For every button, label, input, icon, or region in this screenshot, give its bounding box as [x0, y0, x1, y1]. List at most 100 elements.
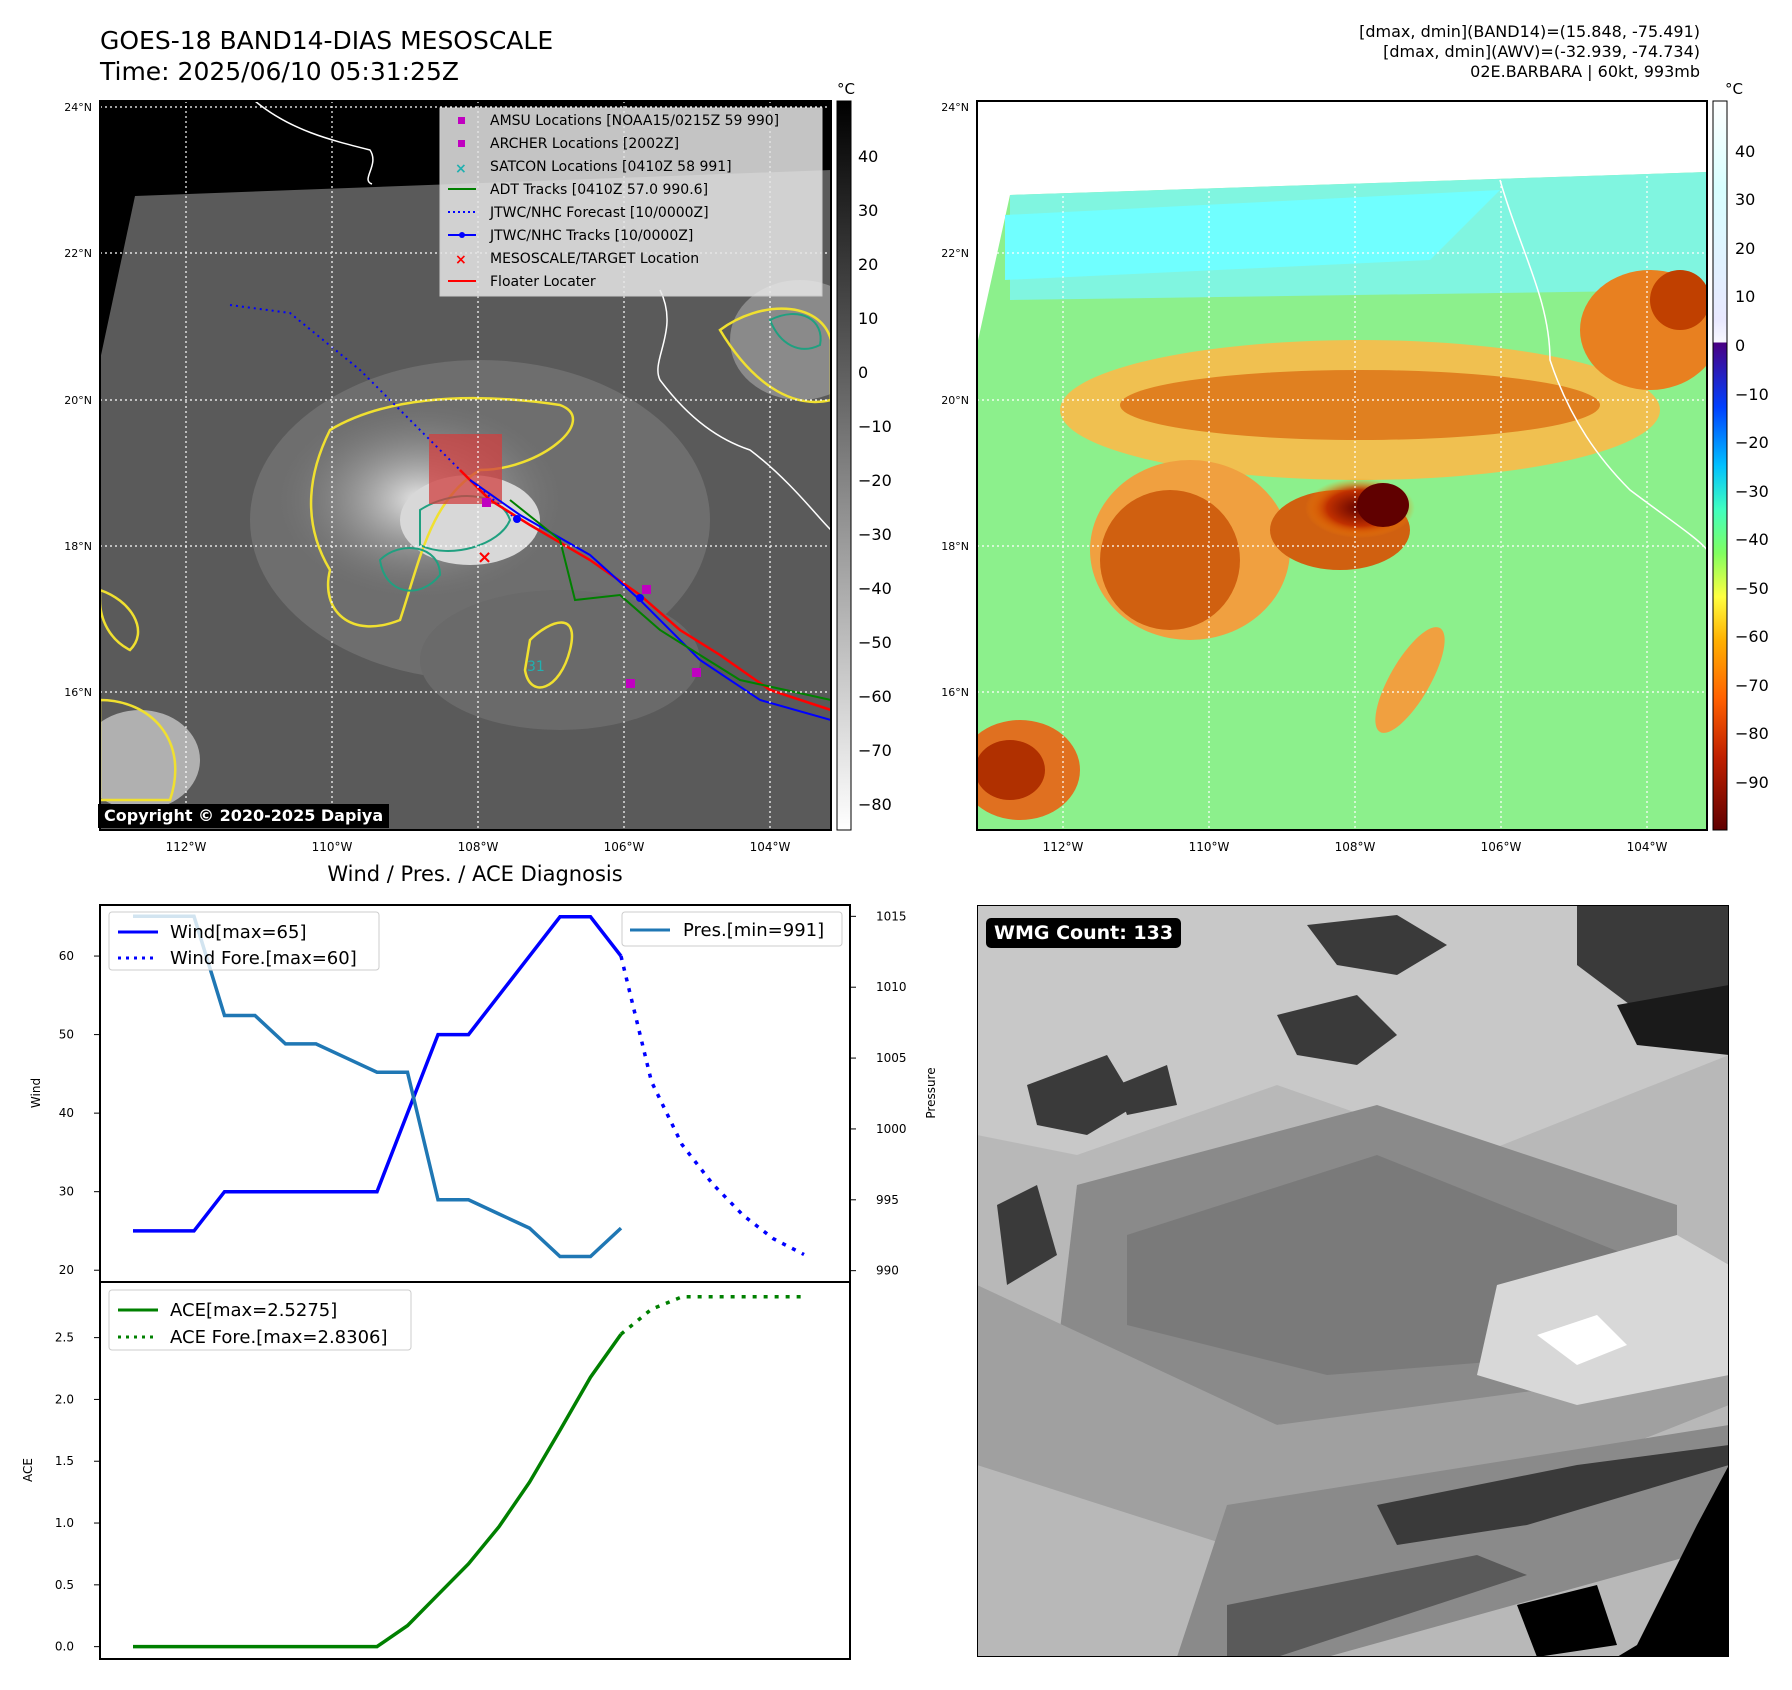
- awv-gridlines: [977, 101, 1707, 830]
- series-wind-fore: [619, 955, 805, 1257]
- svg-text:×: ×: [455, 252, 467, 268]
- svg-text:0: 0: [1735, 336, 1745, 355]
- svg-text:−30: −30: [1735, 482, 1769, 501]
- svg-text:20: 20: [858, 255, 878, 274]
- legend-adt: ADT Tracks [0410Z 57.0 990.6]: [490, 182, 708, 198]
- ir-lon-labels: 112°W 110°W 108°W 106°W 104°W: [166, 840, 791, 854]
- awv-colorbar-ticks: 40 30 20 10 0 −10 −20 −30 −40 −50 −60 −7…: [1735, 142, 1769, 792]
- svg-text:0: 0: [858, 363, 868, 382]
- wind-legend: Wind[max=65] Wind Fore.[max=60]: [108, 911, 380, 971]
- series-wind: [133, 915, 623, 1233]
- svg-text:−80: −80: [858, 795, 892, 814]
- awv-colorbar-unit: °C: [1725, 80, 1743, 98]
- wind-yticks: 20 30 40 50 60: [59, 949, 100, 1277]
- svg-text:106°W: 106°W: [604, 840, 645, 854]
- intensity-info: [dmax, dmin](BAND14)=(15.848, -75.491) […: [1359, 22, 1700, 82]
- svg-text:106°W: 106°W: [1481, 840, 1522, 854]
- svg-text:108°W: 108°W: [1335, 840, 1376, 854]
- svg-text:−40: −40: [858, 579, 892, 598]
- svg-text:108°W: 108°W: [458, 840, 499, 854]
- ace-ytick-label: 0.5: [55, 1578, 74, 1592]
- pressure-ytick-label: 1000: [876, 1122, 907, 1136]
- ace-legend: ACE[max=2.5275] ACE Fore.[max=2.8306]: [108, 1289, 412, 1351]
- svg-text:−10: −10: [858, 417, 892, 436]
- pressure-yticks: 990 995 1000 1005 1010 1015: [850, 909, 907, 1278]
- legend-ace: ACE[max=2.5275]: [170, 1300, 337, 1321]
- wind-ytick-label: 30: [59, 1185, 74, 1199]
- svg-text:−20: −20: [1735, 433, 1769, 452]
- svg-text:−70: −70: [1735, 676, 1769, 695]
- awv-range: [dmax, dmin](AWV)=(-32.939, -74.734): [1383, 42, 1700, 61]
- wmg-count-badge: WMG Count: 133: [986, 918, 1182, 948]
- diagnosis-chart: Wind Pressure 20 30 40 50 60 990 995 1000 1005 1…: [21, 904, 938, 1660]
- svg-text:−60: −60: [858, 687, 892, 706]
- ace-lines: [133, 1295, 804, 1649]
- ace-axis-label: ACE: [21, 1458, 35, 1482]
- awv-colorbar: [1712, 100, 1728, 831]
- svg-text:20°N: 20°N: [64, 394, 92, 407]
- svg-text:×: ×: [455, 161, 467, 177]
- awv-lat-labels: 24°N 22°N 20°N 18°N 16°N: [941, 101, 969, 699]
- ace-ytick-label: 2.5: [55, 1331, 74, 1345]
- svg-text:22°N: 22°N: [941, 247, 969, 260]
- svg-text:24°N: 24°N: [941, 101, 969, 114]
- svg-text:22°N: 22°N: [64, 247, 92, 260]
- series-pres: [133, 914, 623, 1259]
- svg-text:18°N: 18°N: [64, 540, 92, 553]
- legend-archer: ARCHER Locations [2002Z]: [490, 136, 679, 152]
- svg-text:−20: −20: [858, 471, 892, 490]
- storm-info: 02E.BARBARA | 60kt, 993mb: [1470, 62, 1700, 81]
- svg-text:30: 30: [858, 201, 878, 220]
- svg-text:110°W: 110°W: [1189, 840, 1230, 854]
- pressure-ytick-label: 995: [876, 1193, 899, 1207]
- legend-forecast: JTWC/NHC Forecast [10/0000Z]: [489, 205, 709, 221]
- wmg-panel: [977, 905, 1729, 1657]
- ir-panel: × 31 × × AMSU Locations [NOAA15/0215Z 59…: [64, 80, 1769, 854]
- legend-amsu: AMSU Locations [NOAA15/0215Z 59 990]: [490, 113, 779, 129]
- series-ace-fore: [619, 1295, 804, 1336]
- ace-panel: ACE 0.0 0.5 1.0 1.5 2.0 2.5 ACE[max=2.5275] A…: [21, 1281, 851, 1660]
- svg-text:104°W: 104°W: [1627, 840, 1668, 854]
- wind-pressure-panel: Wind Pressure 20 30 40 50 60 990 995 1000 1005 1…: [29, 904, 938, 1283]
- awv-image: [977, 101, 1707, 830]
- svg-text:−50: −50: [1735, 579, 1769, 598]
- pressure-axis-label: Pressure: [924, 1067, 938, 1118]
- svg-text:40: 40: [1735, 142, 1755, 161]
- svg-text:−40: −40: [1735, 530, 1769, 549]
- wind-ytick-label: 20: [59, 1263, 74, 1277]
- svg-text:−70: −70: [858, 741, 892, 760]
- svg-text:24°N: 24°N: [64, 101, 92, 114]
- legend-pressure: Pres.[min=991]: [683, 920, 824, 941]
- diagnosis-title: Wind / Pres. / ACE Diagnosis: [327, 862, 623, 886]
- legend-floater: Floater Locater: [490, 274, 596, 290]
- svg-text:20: 20: [1735, 239, 1755, 258]
- svg-text:−60: −60: [1735, 627, 1769, 646]
- figure-time: Time: 2025/06/10 05:31:25Z: [100, 57, 459, 86]
- svg-text:18°N: 18°N: [941, 540, 969, 553]
- svg-text:10: 10: [1735, 287, 1755, 306]
- svg-text:10: 10: [858, 309, 878, 328]
- wind-ytick-label: 60: [59, 949, 74, 963]
- figure-title: GOES-18 BAND14-DIAS MESOSCALE: [100, 26, 554, 55]
- svg-text:−50: −50: [858, 633, 892, 652]
- svg-text:16°N: 16°N: [64, 686, 92, 699]
- pressure-ytick-label: 1010: [876, 980, 907, 994]
- pressure-ytick-label: 990: [876, 1264, 899, 1278]
- wind-axis-label: Wind: [29, 1078, 43, 1108]
- svg-text:40: 40: [858, 147, 878, 166]
- ir-lat-labels: 24°N 22°N 20°N 18°N 16°N: [64, 101, 92, 699]
- legend-mesoscale: MESOSCALE/TARGET Location: [490, 251, 699, 267]
- pressure-legend: Pres.[min=991]: [621, 911, 843, 947]
- svg-text:112°W: 112°W: [166, 840, 207, 854]
- copyright-label: Copyright © 2020-2025 Dapiya: [98, 804, 390, 828]
- series-ace: [133, 1333, 623, 1649]
- svg-text:16°N: 16°N: [941, 686, 969, 699]
- ir-image: × 31: [100, 101, 831, 830]
- band14-range: [dmax, dmin](BAND14)=(15.848, -75.491): [1359, 22, 1700, 41]
- svg-text:−90: −90: [1735, 773, 1769, 792]
- svg-text:−10: −10: [1735, 385, 1769, 404]
- ir-colorbar-unit: °C: [837, 80, 855, 98]
- svg-text:104°W: 104°W: [750, 840, 791, 854]
- svg-text:−30: −30: [858, 525, 892, 544]
- svg-text:−80: −80: [1735, 724, 1769, 743]
